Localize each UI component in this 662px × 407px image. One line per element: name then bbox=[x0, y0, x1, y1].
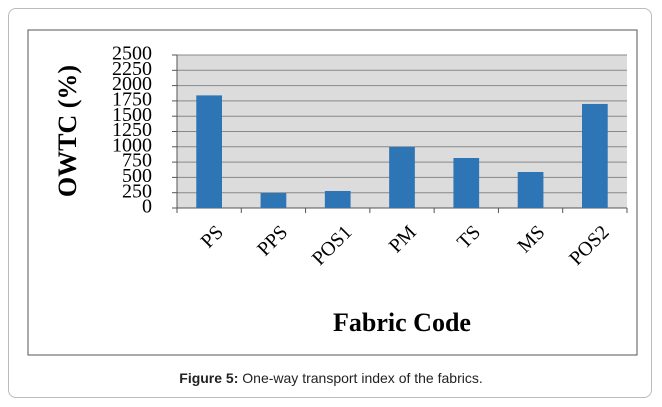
y-tick-label: 1000 bbox=[112, 134, 152, 156]
x-axis-title: Fabric Code bbox=[333, 308, 471, 337]
bar bbox=[324, 190, 351, 208]
y-tick-label: 1250 bbox=[112, 119, 152, 141]
y-tick-label: 2250 bbox=[112, 58, 152, 80]
y-tick-label: 0 bbox=[142, 196, 152, 218]
y-tick-label: 2000 bbox=[112, 73, 152, 95]
caption: Figure 5: One-way transport index of the… bbox=[0, 370, 662, 386]
bar bbox=[517, 172, 544, 208]
bar bbox=[260, 193, 287, 208]
y-tick-label: 1750 bbox=[112, 88, 152, 110]
bar bbox=[389, 146, 415, 208]
y-tick-label: 1500 bbox=[112, 104, 152, 126]
bar bbox=[453, 157, 480, 208]
y-tick-label: 2500 bbox=[112, 43, 152, 65]
y-axis-title: OWTC (%) bbox=[53, 65, 82, 197]
bar bbox=[582, 103, 608, 208]
caption-text: One-way transport index of the fabrics. bbox=[242, 370, 483, 386]
bar bbox=[196, 95, 222, 208]
figure-frame bbox=[8, 8, 652, 398]
y-tick-label: 250 bbox=[122, 180, 152, 202]
caption-label: Figure 5: bbox=[179, 370, 239, 386]
y-tick-label: 750 bbox=[122, 150, 152, 172]
y-tick-label: 500 bbox=[122, 165, 152, 187]
